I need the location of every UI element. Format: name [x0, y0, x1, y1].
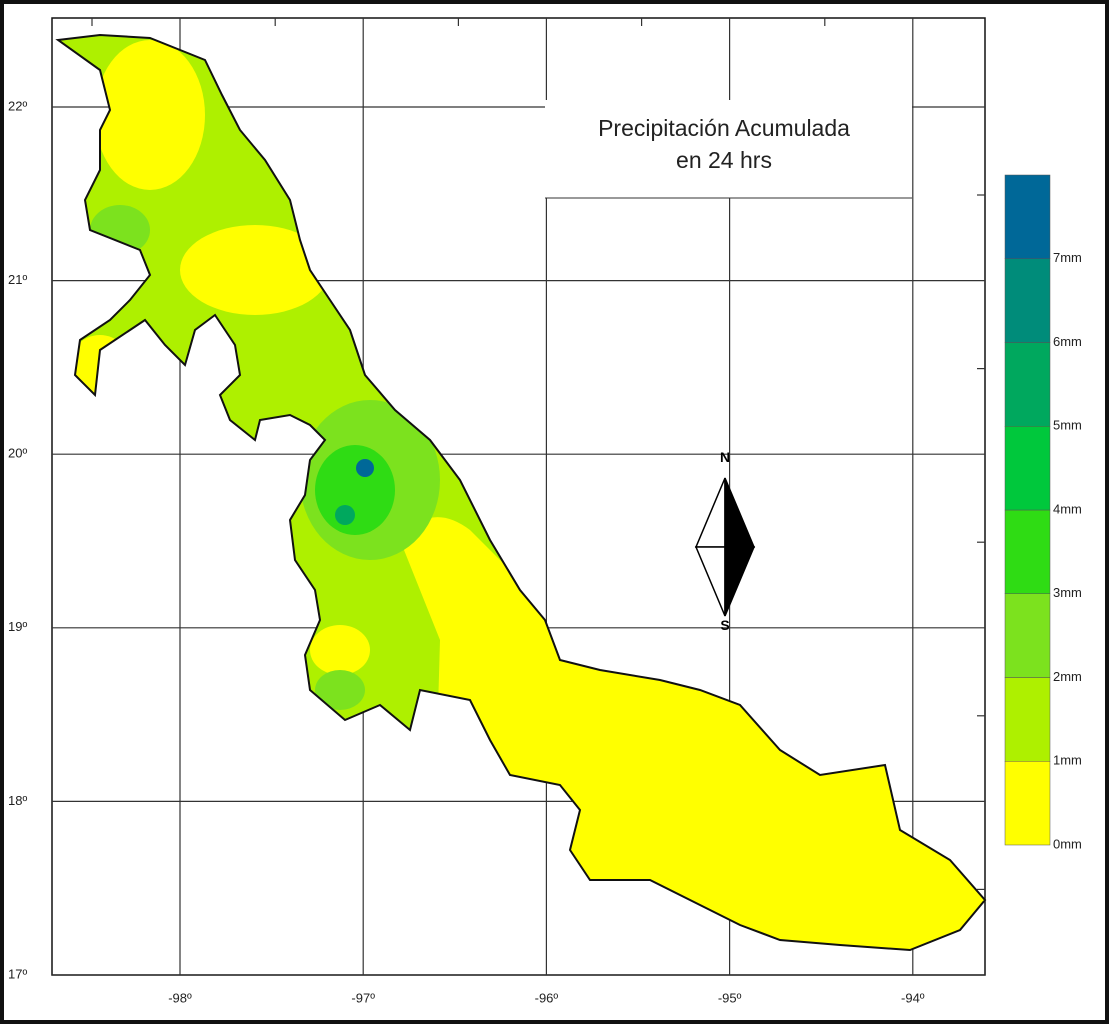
latitude-label: 22º	[8, 98, 27, 113]
legend-label: 5mm	[1053, 418, 1082, 433]
longitude-label: -96º	[535, 990, 559, 1005]
legend-swatch	[1004, 761, 1051, 846]
legend-swatch	[1004, 426, 1051, 511]
field-2-3mm	[315, 670, 365, 710]
latitude-label: 21º	[8, 272, 27, 287]
legend-swatch	[1004, 342, 1051, 427]
legend-swatch	[1004, 677, 1051, 762]
legend-label: 1mm	[1053, 753, 1082, 768]
compass-south: S	[720, 617, 729, 633]
legend-label: 4mm	[1053, 501, 1082, 516]
legend-label: 3mm	[1053, 585, 1082, 600]
compass-arrow	[724, 546, 756, 617]
legend-label: 6mm	[1053, 334, 1082, 349]
legend-label: 0mm	[1053, 836, 1082, 851]
longitude-label: -94º	[901, 990, 925, 1005]
longitude-label: -97º	[351, 990, 375, 1005]
field-7mm	[356, 459, 374, 477]
compass: N S	[694, 449, 756, 633]
legend-label: 2mm	[1053, 669, 1082, 684]
title-box	[545, 100, 912, 198]
legend-swatch	[1004, 258, 1051, 343]
title-line: en 24 hrs	[676, 147, 772, 173]
latitude-label: 20º	[8, 446, 27, 461]
latitude-label: 19º	[8, 619, 27, 634]
field-0-1mm	[310, 625, 370, 675]
field-0-1mm	[95, 40, 205, 190]
longitude-label: -98º	[168, 990, 192, 1005]
legend-swatch	[1004, 509, 1051, 594]
legend-label: 7mm	[1053, 250, 1082, 265]
latitude-label: 18º	[8, 793, 27, 808]
field-3-4mm	[315, 445, 395, 535]
longitude-label: -95º	[718, 990, 742, 1005]
field-5-6mm	[335, 505, 355, 525]
legend: 0mm 1mm 2mm 3mm 4mm 5mm 6mm 7mm	[1004, 174, 1082, 851]
title-line: Precipitación Acumulada	[598, 115, 850, 141]
legend-swatch	[1004, 174, 1051, 259]
legend-swatch	[1004, 593, 1051, 678]
field-0-1mm	[180, 225, 330, 315]
latitude-label: 17º	[8, 966, 27, 981]
compass-north: N	[720, 449, 730, 465]
